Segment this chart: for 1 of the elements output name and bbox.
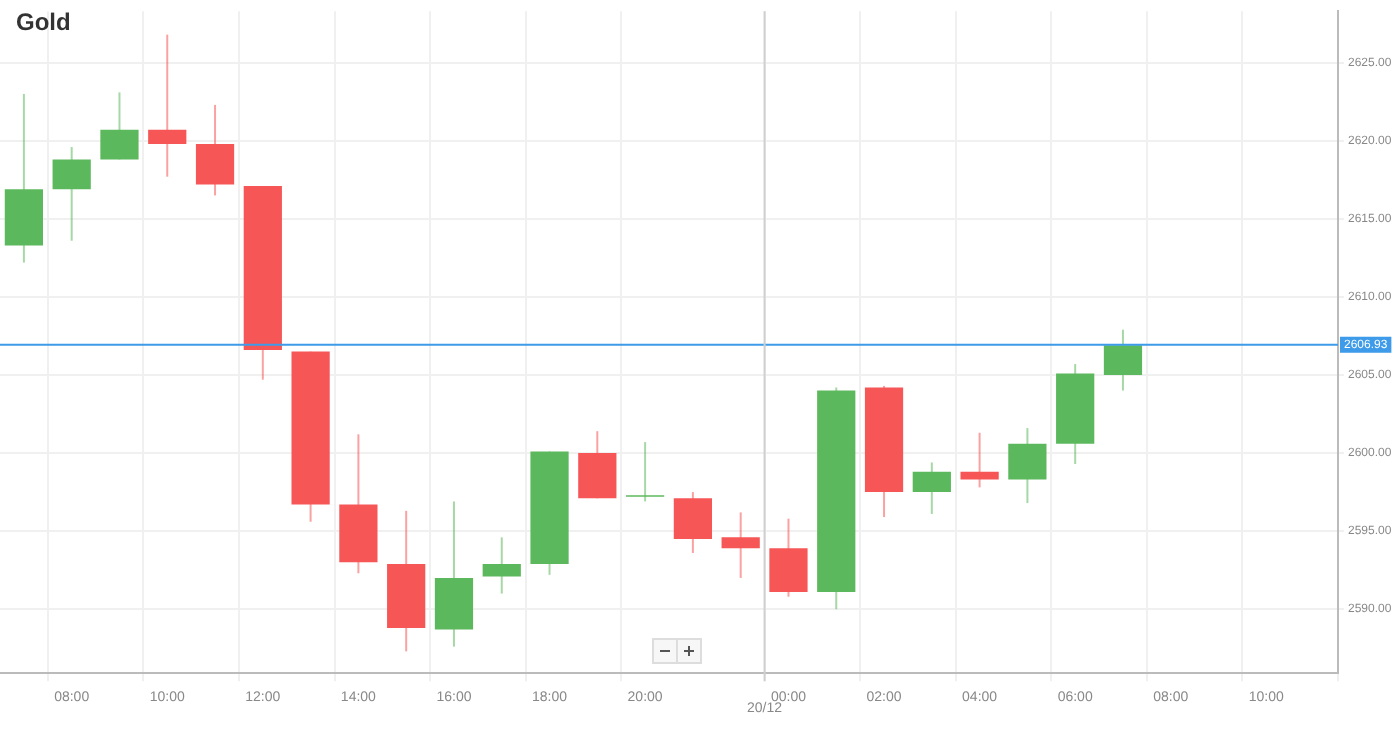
chart-title: Gold [16, 8, 71, 36]
